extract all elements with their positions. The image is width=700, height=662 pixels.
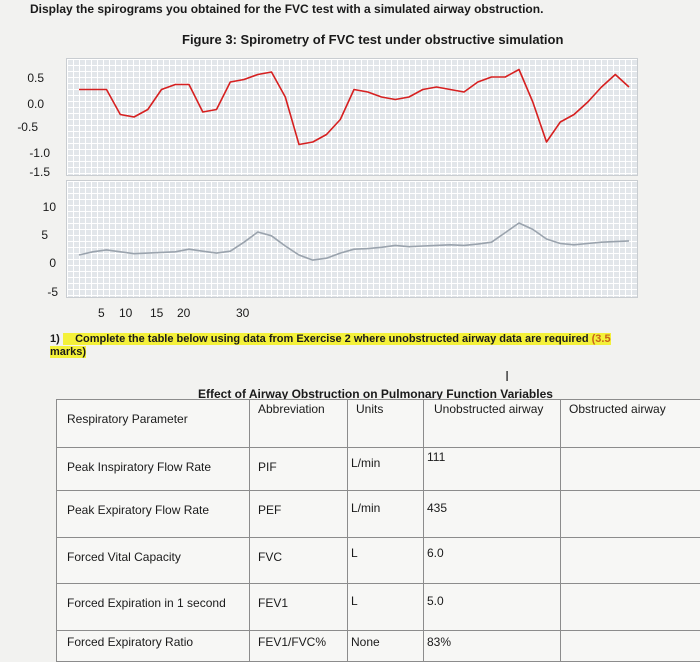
y-tick: 5 xyxy=(8,228,48,242)
x-tick: 20 xyxy=(177,306,190,320)
obstructed-cell[interactable] xyxy=(561,584,700,631)
obstructed-cell[interactable] xyxy=(561,631,700,662)
question-text: 1) Complete the table below using data f… xyxy=(50,333,690,359)
question-marks: marks) xyxy=(50,346,86,358)
y-tick: -1.0 xyxy=(10,146,50,160)
units-cell: L/min xyxy=(348,448,424,491)
unobstructed-cell[interactable]: 6.0 xyxy=(424,538,561,584)
y-tick: -0.5 xyxy=(0,120,38,134)
volume-panel xyxy=(66,58,638,176)
y-tick: -5 xyxy=(18,285,58,299)
abbr-cell: PIF xyxy=(250,448,348,491)
flow-panel xyxy=(66,180,638,298)
unobstructed-cell[interactable]: 111 xyxy=(424,448,561,491)
figure-title: Figure 3: Spirometry of FVC test under o… xyxy=(182,32,563,47)
table-row: Forced Expiration in 1 second FEV1 L 5.0 xyxy=(57,584,700,631)
obstructed-cell[interactable] xyxy=(561,538,700,584)
y-tick: -1.5 xyxy=(10,165,50,179)
units-cell: L xyxy=(348,584,424,631)
question-body: Complete the table below using data from… xyxy=(63,333,611,345)
volume-trace-svg xyxy=(67,59,637,175)
y-tick: 0 xyxy=(16,256,56,270)
header-cell: Respiratory Parameter xyxy=(57,400,250,448)
header-cell: Obstructed airway xyxy=(561,400,700,448)
table-row: Forced Vital Capacity FVC L 6.0 xyxy=(57,538,700,584)
pulmonary-function-table: Respiratory Parameter Abbreviation Units… xyxy=(56,399,700,662)
x-tick: 15 xyxy=(150,306,163,320)
x-tick: 30 xyxy=(236,306,249,320)
header-cell: Unobstructed airway xyxy=(424,400,561,448)
param-cell: Forced Expiratory Ratio xyxy=(57,631,250,662)
abbr-cell: FVC xyxy=(250,538,348,584)
units-cell: None xyxy=(348,631,424,662)
series-line xyxy=(79,223,629,260)
unobstructed-cell[interactable]: 83% xyxy=(424,631,561,662)
table-header-row: Respiratory Parameter Abbreviation Units… xyxy=(57,400,700,448)
header-cell: Units xyxy=(348,400,424,448)
table-row: Peak Expiratory Flow Rate PEF L/min 435 xyxy=(57,491,700,538)
abbr-cell: FEV1 xyxy=(250,584,348,631)
unobstructed-cell[interactable]: 435 xyxy=(424,491,561,538)
abbr-cell: PEF xyxy=(250,491,348,538)
units-cell: L/min xyxy=(348,491,424,538)
question-number: 1) xyxy=(50,333,60,345)
param-cell: Forced Expiration in 1 second xyxy=(57,584,250,631)
x-tick: 10 xyxy=(119,306,132,320)
text-cursor-icon: I xyxy=(505,368,509,385)
flow-trace-svg xyxy=(67,181,637,297)
table-row: Peak Inspiratory Flow Rate PIF L/min 111 xyxy=(57,448,700,491)
y-tick: 0.0 xyxy=(4,97,44,111)
y-tick: 10 xyxy=(16,200,56,214)
y-tick: 0.5 xyxy=(4,71,44,85)
unobstructed-cell[interactable]: 5.0 xyxy=(424,584,561,631)
abbr-cell: FEV1/FVC% xyxy=(250,631,348,662)
param-cell: Forced Vital Capacity xyxy=(57,538,250,584)
obstructed-cell[interactable] xyxy=(561,491,700,538)
units-cell: L xyxy=(348,538,424,584)
series-line xyxy=(79,70,629,145)
page-heading: Display the spirograms you obtained for … xyxy=(30,2,543,16)
param-cell: Peak Inspiratory Flow Rate xyxy=(57,448,250,491)
param-cell: Peak Expiratory Flow Rate xyxy=(57,491,250,538)
obstructed-cell[interactable] xyxy=(561,448,700,491)
header-cell: Abbreviation xyxy=(250,400,348,448)
table-row: Forced Expiratory Ratio FEV1/FVC% None 8… xyxy=(57,631,700,662)
x-tick: 5 xyxy=(98,306,105,320)
